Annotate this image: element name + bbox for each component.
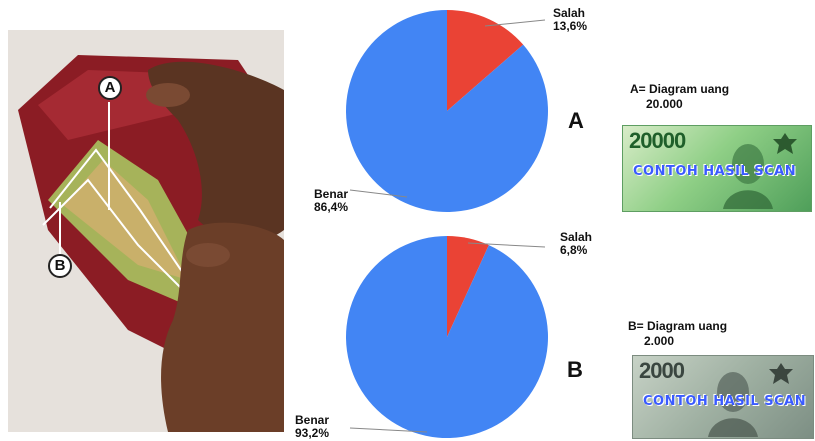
banknote-portrait-icon: [708, 372, 758, 437]
banknote-20000-watermark: CONTOH HASIL SCAN: [633, 164, 797, 179]
caption-b: B= Diagram uang 2.000: [628, 319, 727, 349]
garuda-emblem-icon: [769, 363, 793, 384]
caption-a-value: 20.000: [646, 97, 683, 111]
caption-a-title: A= Diagram uang: [630, 82, 730, 96]
pie-slice-salah: [447, 236, 489, 337]
banknote-20000-denomination: 20000: [629, 128, 686, 153]
caption-b-title: B= Diagram uang: [628, 319, 728, 333]
pie-slice-salah: [447, 10, 524, 111]
section-letter-b: B: [567, 357, 583, 382]
garuda-emblem-icon: [773, 133, 797, 154]
caption-a: A= Diagram uang 20.000: [630, 82, 729, 112]
callout-a: A: [98, 76, 122, 100]
pie-b-benar-pct: 93,2%: [295, 426, 330, 440]
pie-slice-benar: [346, 10, 548, 212]
pie-a-salah-name: Salah: [553, 6, 586, 20]
section-letter-a: A: [568, 108, 584, 133]
pie-b-salah-label: Salah 6,8%: [560, 231, 592, 257]
pie-a-salah-pct: 13,6%: [553, 19, 588, 33]
banknote-2000: 2000 CONTOH HASIL SCAN: [632, 355, 814, 439]
wallet-photo: [8, 30, 284, 432]
pie-a-benar-name: Benar: [314, 187, 349, 201]
banknote-20000: 20000 CONTOH HASIL SCAN: [622, 125, 812, 212]
pie-chart-b: [345, 236, 548, 439]
pie-charts: [345, 10, 548, 439]
pie-a-salah-label: Salah 13,6%: [553, 7, 587, 33]
pie-slice-benar: [345, 236, 548, 439]
leader-line: [349, 427, 428, 433]
pie-chart-a: [346, 10, 548, 212]
leader-line: [349, 189, 408, 198]
banknote-2000-watermark: CONTOH HASIL SCAN: [643, 394, 807, 409]
callout-b: B: [48, 254, 72, 278]
leader-line: [467, 242, 546, 248]
pie-b-salah-name: Salah: [560, 230, 593, 244]
caption-b-value: 2.000: [644, 334, 675, 348]
pie-a-benar-pct: 86,4%: [314, 200, 349, 214]
leader-line: [484, 19, 546, 27]
pie-a-benar-label: Benar 86,4%: [314, 188, 348, 214]
pie-b-salah-pct: 6,8%: [560, 243, 588, 257]
pie-b-benar-label: Benar 93,2%: [295, 414, 329, 440]
pie-b-benar-name: Benar: [295, 413, 330, 427]
banknote-portrait-icon: [723, 144, 773, 209]
banknote-2000-denomination: 2000: [639, 358, 685, 383]
